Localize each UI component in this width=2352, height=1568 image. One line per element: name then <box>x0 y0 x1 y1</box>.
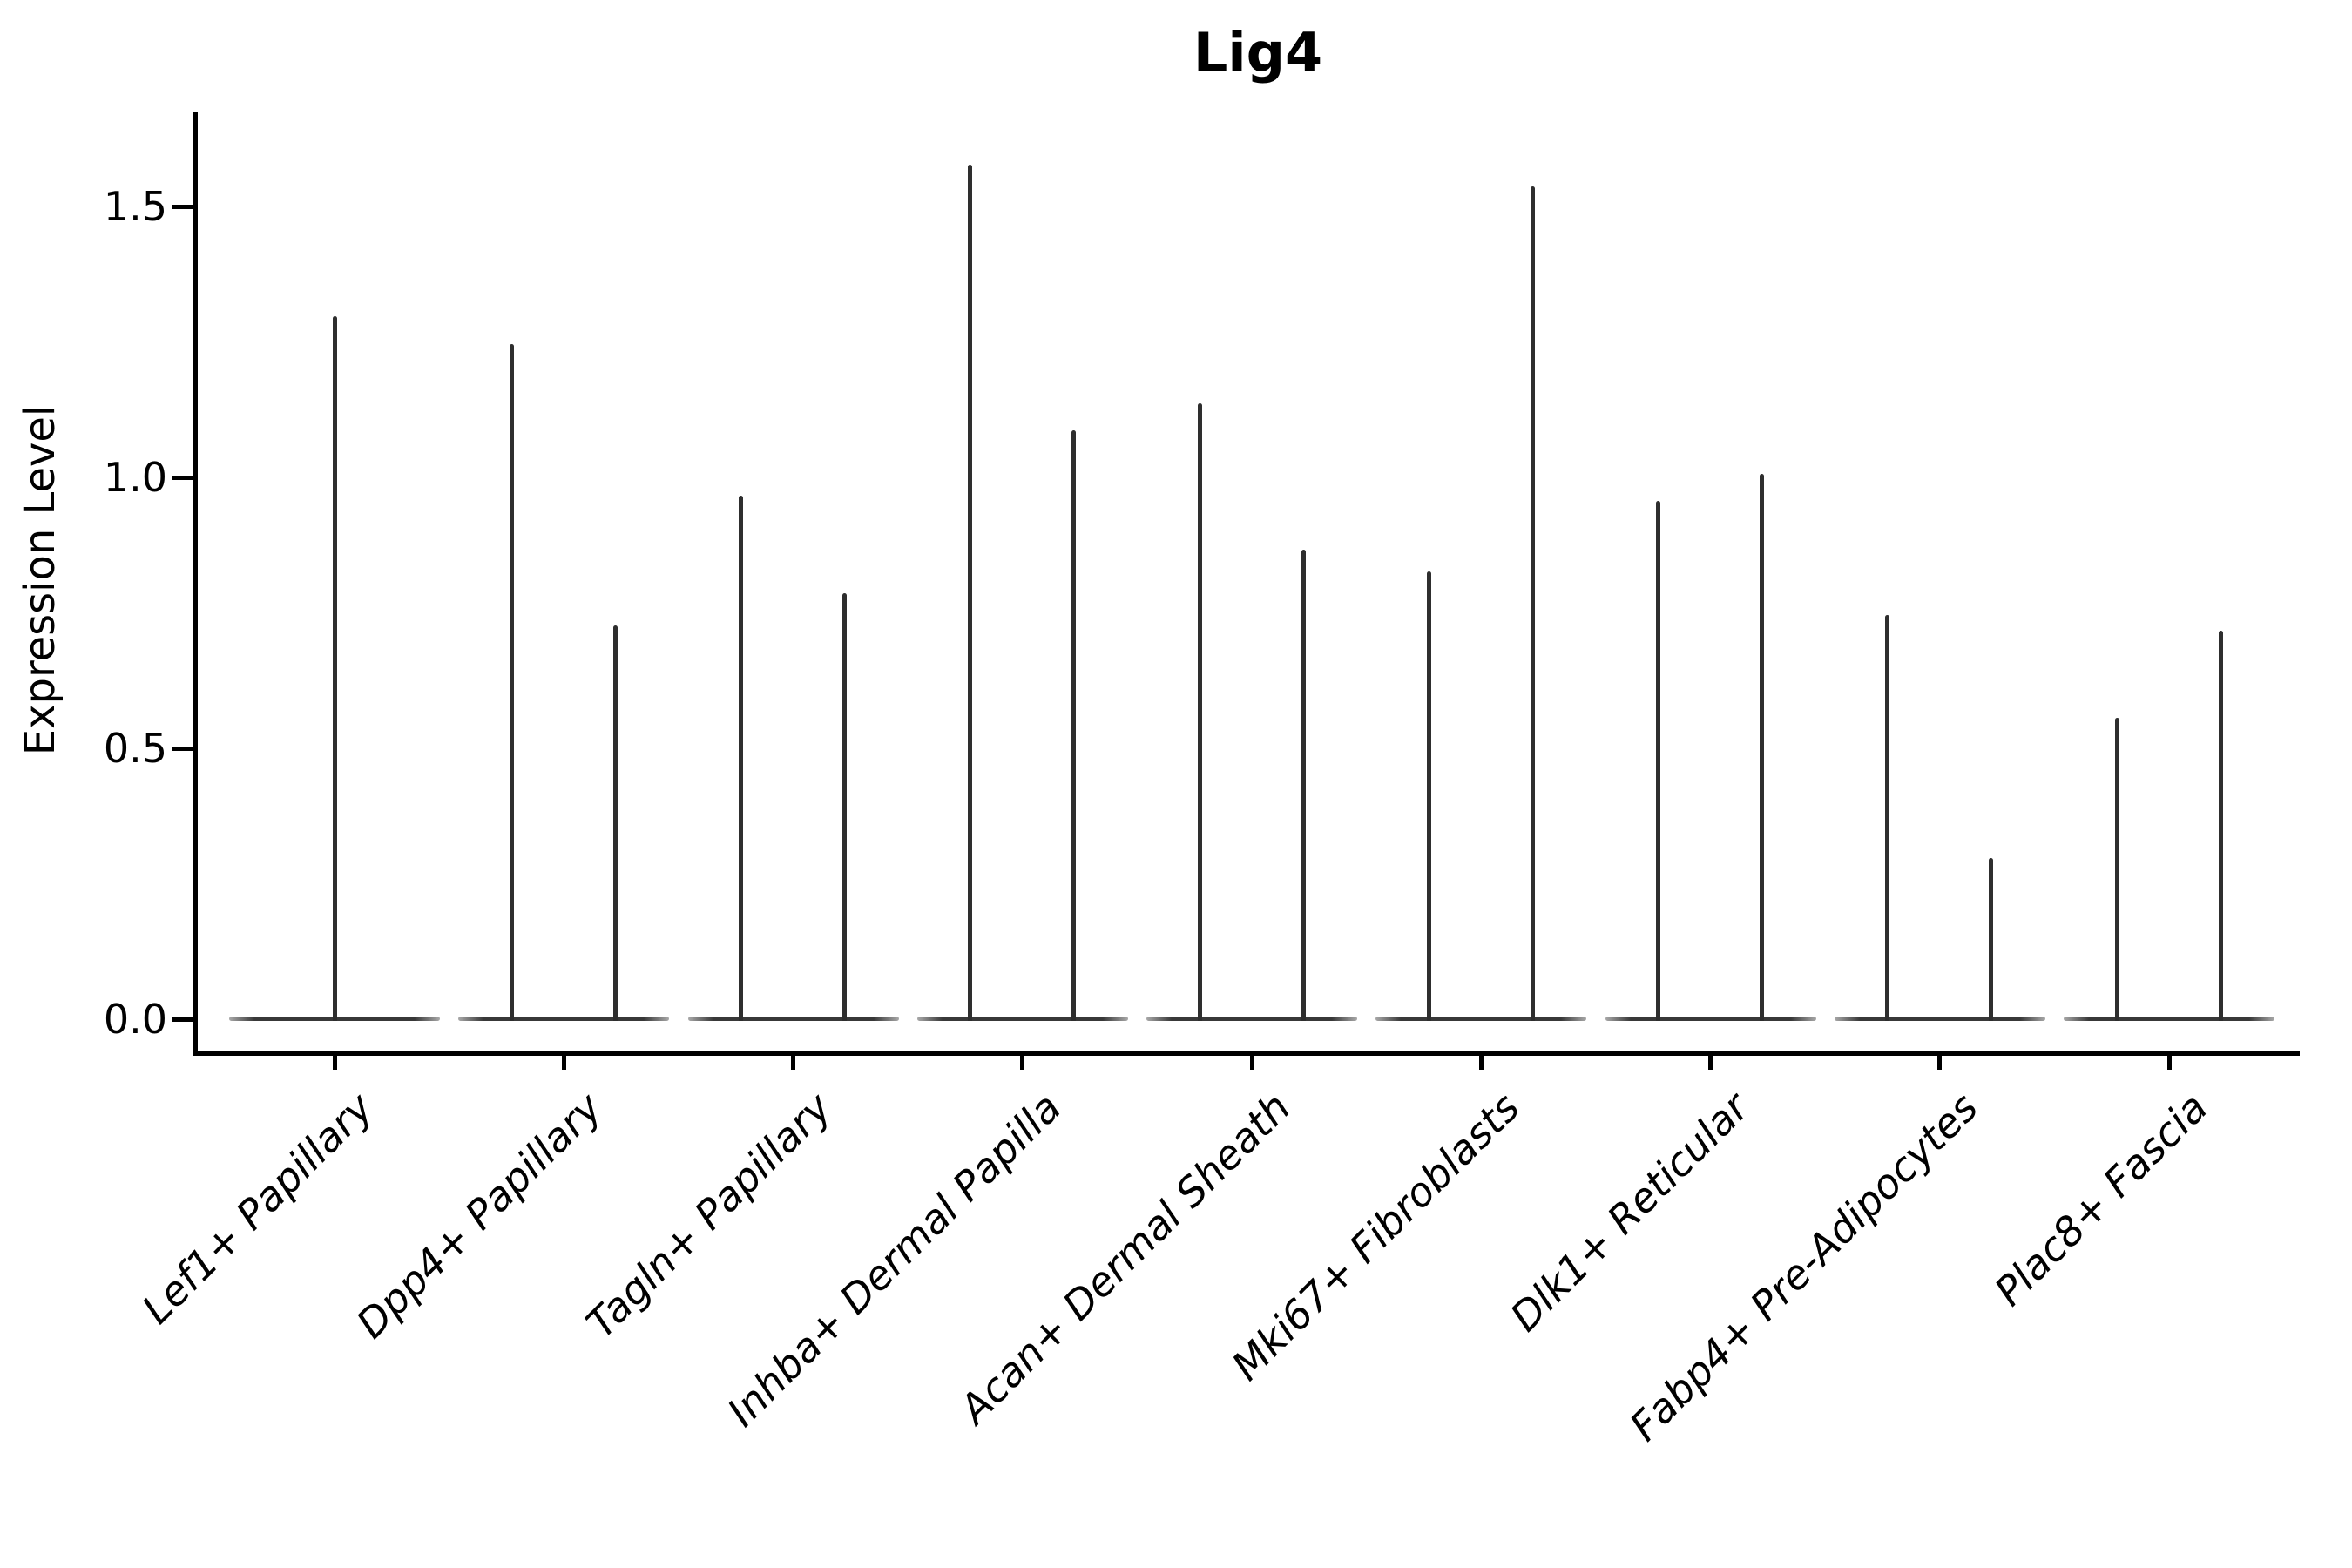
x-tick-mark <box>2166 1056 2172 1070</box>
violin-body-7 <box>1605 1017 1816 1021</box>
violin-body-3 <box>687 1017 899 1021</box>
x-tick-mark <box>1478 1056 1484 1070</box>
violin-spike-7-1 <box>1656 500 1660 1021</box>
violin-spike-2-2 <box>612 625 618 1021</box>
x-tick-mark <box>791 1056 795 1070</box>
chart-title: Lig4 <box>1193 21 1323 84</box>
violin-body-4 <box>916 1017 1128 1021</box>
violin-spike-7-2 <box>1760 473 1764 1021</box>
violin-body-8 <box>1834 1017 2045 1021</box>
violin-body-5 <box>1146 1017 1357 1021</box>
violin-spike-9-1 <box>2114 717 2119 1021</box>
violin-spike-6-1 <box>1426 571 1431 1021</box>
y-tick-mark <box>172 747 195 751</box>
y-tick-mark <box>172 205 195 209</box>
x-tick-mark <box>1249 1056 1254 1070</box>
y-axis-title: Expression Level <box>16 404 64 756</box>
x-axis-line <box>193 1051 2300 1056</box>
x-tick-label-7: Dlk1+ Reticular <box>1501 1084 1758 1341</box>
x-tick-mark <box>1937 1056 1943 1070</box>
violin-spike-9-2 <box>2218 631 2223 1021</box>
x-tick-label-9: Plac8+ Fascia <box>1984 1084 2217 1315</box>
violin-spike-2-1 <box>509 343 514 1021</box>
y-tick-label: 0.5 <box>103 725 167 772</box>
y-tick-mark <box>172 476 195 480</box>
y-tick-label: 0.0 <box>103 996 167 1043</box>
violin-spike-3-1 <box>739 495 743 1021</box>
violin-body-9 <box>2064 1017 2274 1021</box>
violin-spike-6-2 <box>1530 186 1535 1021</box>
violin-spike-4-1 <box>968 165 973 1021</box>
violin-body-6 <box>1375 1017 1587 1021</box>
x-tick-mark <box>561 1056 566 1070</box>
x-tick-label-1: Lef1+ Papillary <box>132 1084 382 1333</box>
y-axis-line <box>193 112 198 1056</box>
y-tick-label: 1.5 <box>103 183 167 230</box>
violin-spike-4-2 <box>1071 430 1077 1021</box>
x-tick-mark <box>1020 1056 1025 1070</box>
violin-body-2 <box>458 1017 670 1021</box>
violin-spike-8-2 <box>1989 858 1994 1021</box>
y-tick-label: 1.0 <box>103 454 167 501</box>
violin-spike-5-1 <box>1197 402 1202 1021</box>
x-tick-mark <box>1708 1056 1713 1070</box>
y-tick-mark <box>172 1017 195 1022</box>
violin-spike-8-1 <box>1885 614 1890 1021</box>
violin-spike-5-2 <box>1301 549 1306 1021</box>
violin-spike-1-1 <box>332 316 337 1021</box>
x-tick-mark <box>332 1056 337 1070</box>
x-tick-label-2: Dpp4+ Papillary <box>347 1084 612 1348</box>
violin-spike-3-2 <box>842 592 847 1021</box>
x-tick-label-3: Tagln+ Papillary <box>577 1084 841 1348</box>
